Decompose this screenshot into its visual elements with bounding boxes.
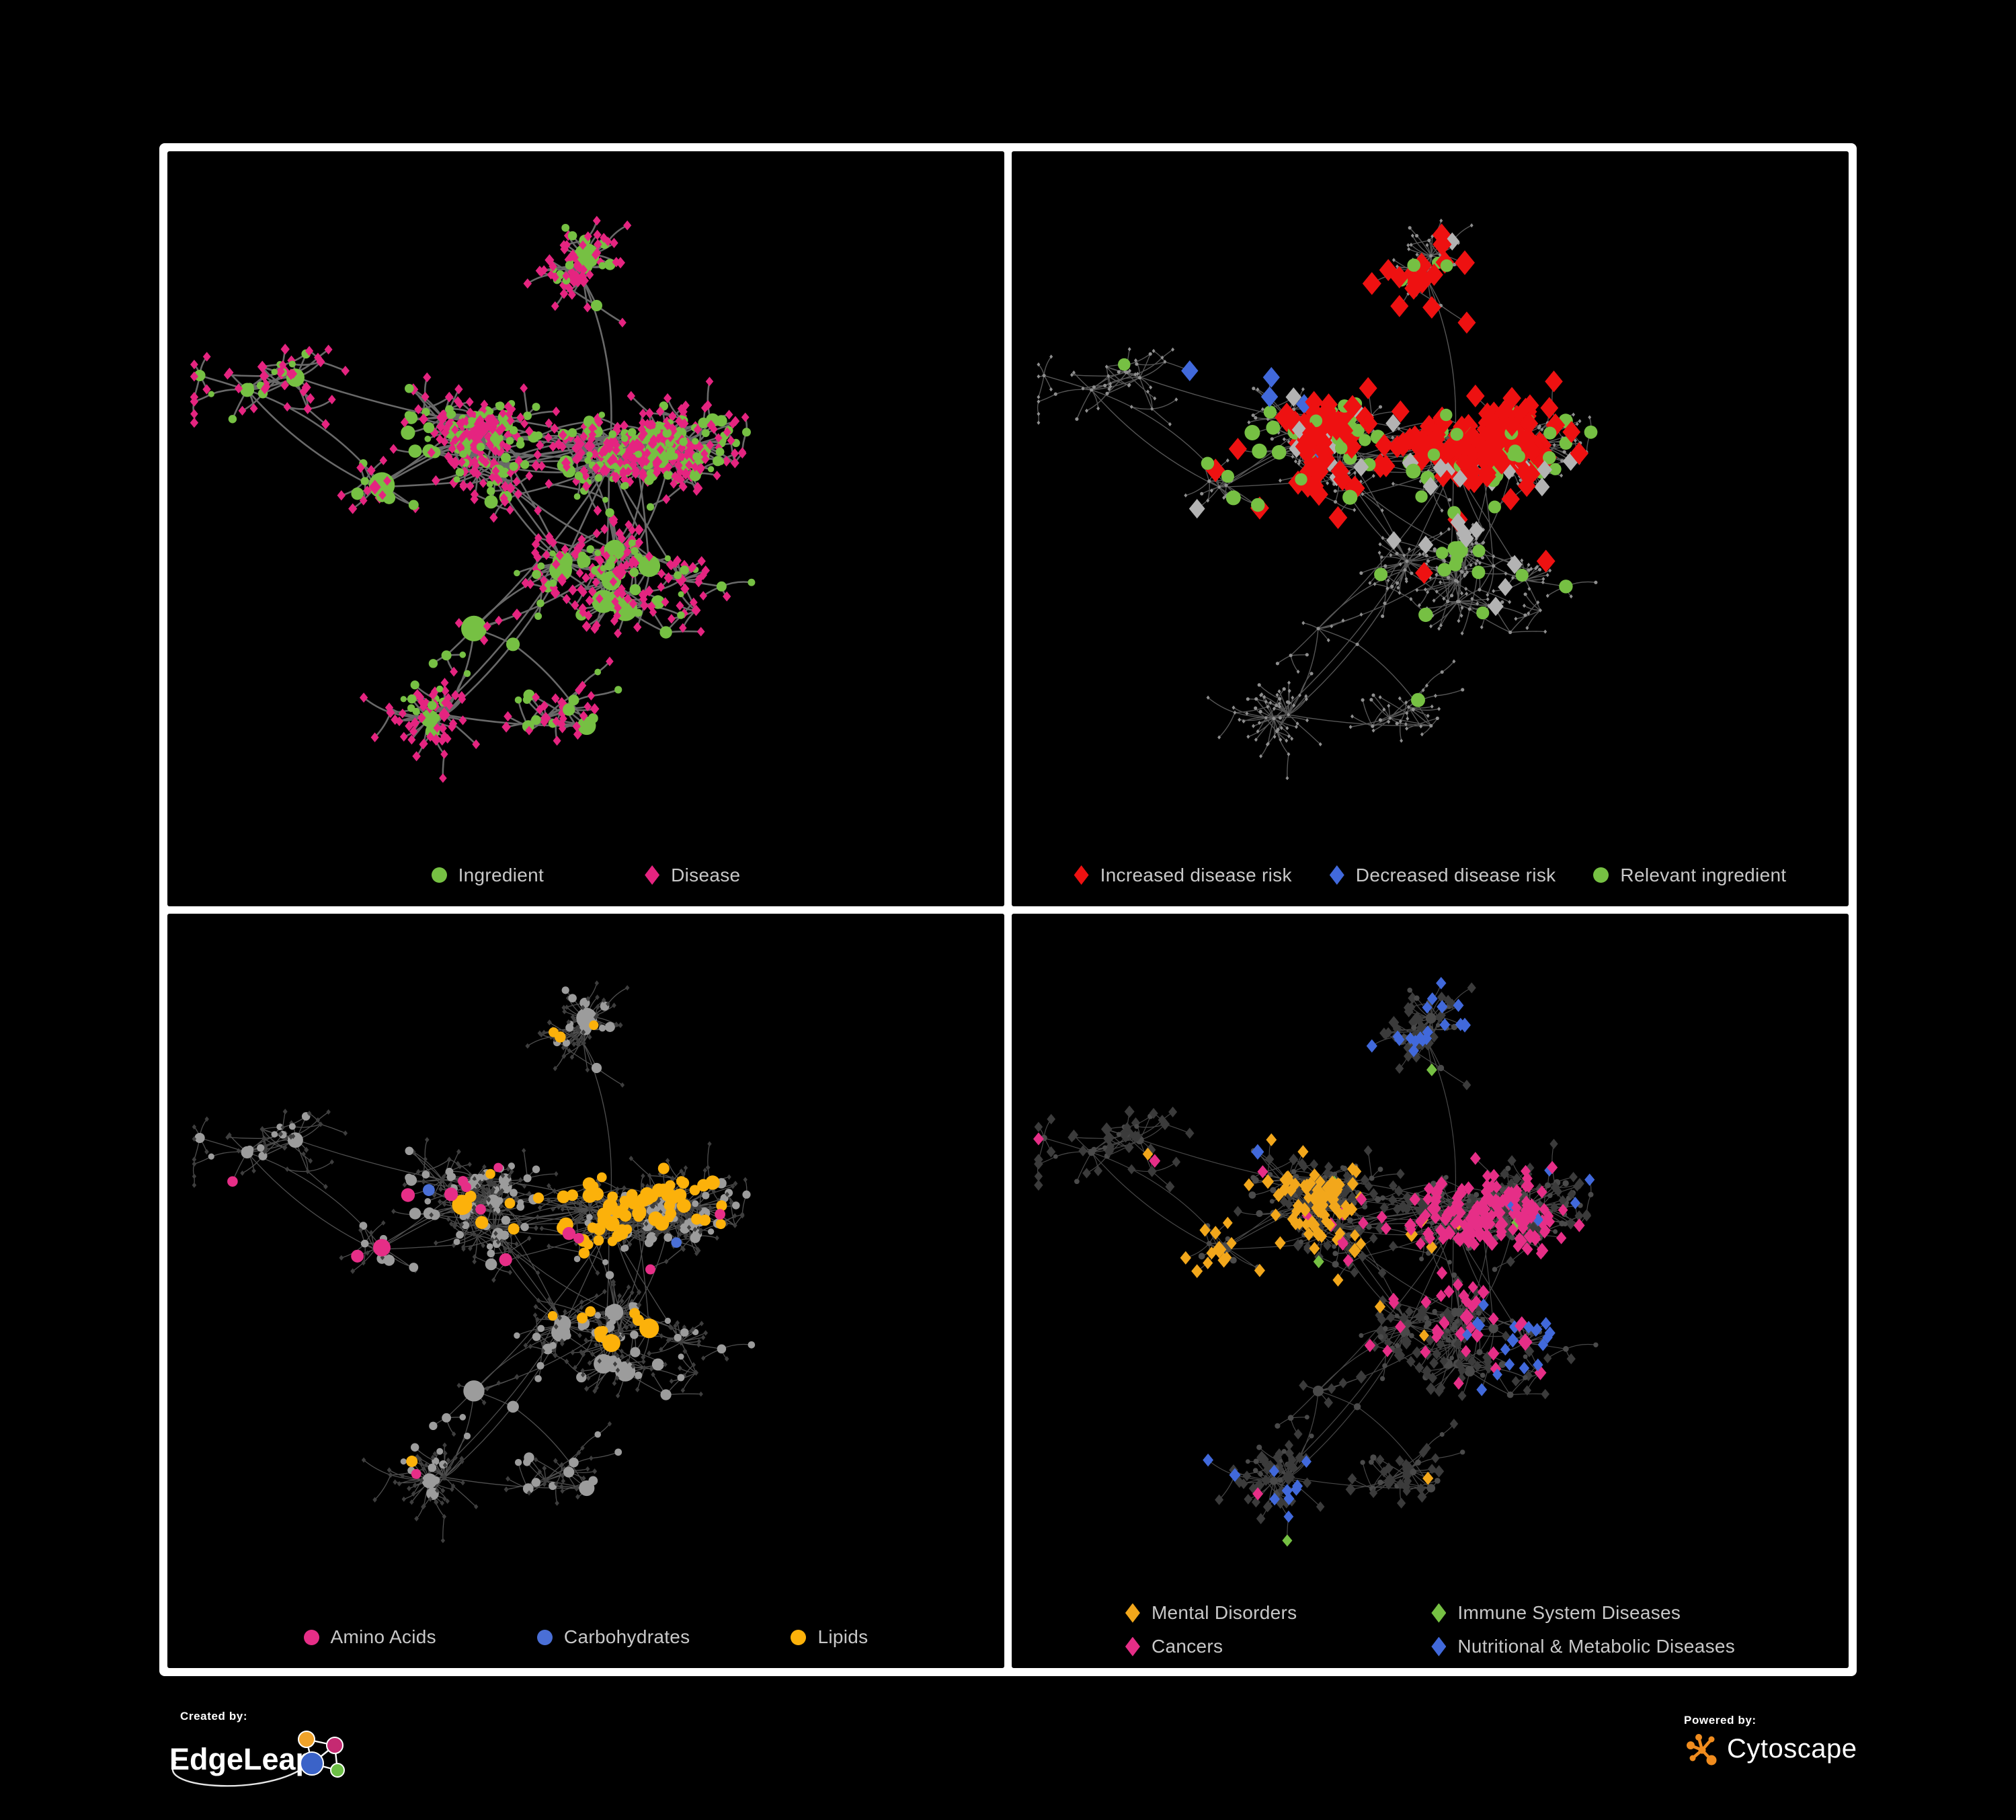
cytoscape-wordmark: Cytoscape [1727,1733,1857,1764]
legend-item-ingredient: Ingredient [431,864,545,886]
panel-ingredient-disease: Ingredient Disease [167,151,1004,906]
legend-item-lipids: Lipids [791,1626,868,1648]
edgeleap-swoosh [171,1762,305,1787]
edgeleap-logo: EdgeLeap [169,1731,345,1787]
legend-item-disease: Disease [645,865,740,886]
ingredient-disease-network-graph [190,216,756,783]
panel-disease-risk: Increased disease risk Decreased disease… [1012,151,1849,906]
disease-risk-network-graph [1037,219,1598,781]
created-by-branding: Created by: EdgeLeap [161,1710,363,1789]
highlight-layer [227,1020,727,1479]
cytoscape-icon-nodes [1687,1734,1717,1766]
legend-label: Mental Disorders [1151,1602,1297,1623]
legend-item-immune-system-diseases: Immune System Diseases [1431,1602,1735,1624]
nutritional-metabolic-marker-icon [1431,1636,1447,1657]
legend-label: Lipids [817,1626,869,1647]
panel-disease-categories: Mental Disorders Immune System Diseases … [1012,913,1849,1668]
nodes-layer [190,216,756,783]
legend-label: Cancers [1151,1636,1223,1657]
carbohydrates-marker-icon [536,1629,553,1645]
increased-risk-marker-icon [1074,865,1089,885]
legend-ingredient-disease: Ingredient Disease [167,865,1004,886]
legend-item-carbohydrates: Carbohydrates [536,1626,690,1648]
legend-disease-risk: Increased disease risk Decreased disease… [1012,865,1849,886]
legend-label: Carbohydrates [563,1626,690,1647]
legend-nutrient-classes: Amino Acids Carbohydrates Lipids [167,1626,1004,1648]
legend-label: Ingredient [458,864,545,885]
legend-label: Disease [671,864,741,885]
disease-marker-icon [645,865,660,885]
legend-disease-categories: Mental Disorders Immune System Diseases … [1012,1602,1849,1657]
legend-label: Decreased disease risk [1355,864,1556,885]
legend-label: Amino Acids [330,1626,436,1647]
legend-item-amino-acids: Amino Acids [303,1626,436,1648]
immune-system-marker-icon [1431,1603,1447,1623]
edgeleap-network-icon [298,1731,345,1778]
panels-frame: Ingredient Disease Increased disease ris… [159,143,1857,1676]
cytoscape-logo-icon [1687,1734,1717,1766]
legend-label: Relevant ingredient [1620,864,1787,885]
legend-label: Increased disease risk [1100,864,1292,885]
cancers-marker-icon [1125,1636,1140,1657]
highlight-layer [1033,976,1595,1546]
legend-item-mental-disorders: Mental Disorders [1125,1602,1297,1624]
lipids-marker-icon [791,1629,807,1645]
legend-label: Nutritional & Metabolic Diseases [1457,1636,1736,1657]
ingredient-marker-icon [431,867,447,883]
nutrient-classes-network-graph [192,980,756,1543]
panel-nutrient-classes: Amino Acids Carbohydrates Lipids [167,913,1004,1668]
created-by-label: Created by: [180,1710,248,1723]
relevant-ingredient-marker-icon [1593,867,1609,883]
decreased-risk-marker-icon [1329,865,1344,885]
legend-item-cancers: Cancers [1125,1636,1297,1657]
highlight-layer [1118,223,1598,707]
legend-item-decreased-risk: Decreased disease risk [1329,864,1556,886]
mental-disorders-marker-icon [1125,1603,1140,1623]
legend-item-nutritional-metabolic: Nutritional & Metabolic Diseases [1431,1636,1735,1657]
disease-categories-network-graph [1033,976,1599,1546]
legend-label: Immune System Diseases [1457,1602,1681,1623]
legend-item-increased-risk: Increased disease risk [1074,865,1292,886]
edgeleap-wordmark: EdgeLeap [169,1742,314,1776]
powered-by-label: Powered by: [1684,1714,1757,1727]
amino-acids-marker-icon [303,1629,319,1645]
powered-by-branding: Powered by: Cytoscape [1684,1714,1857,1766]
nodes-layer [192,980,756,1543]
legend-item-relevant-ingredient: Relevant ingredient [1593,865,1786,886]
nodes-layer [1034,982,1599,1524]
